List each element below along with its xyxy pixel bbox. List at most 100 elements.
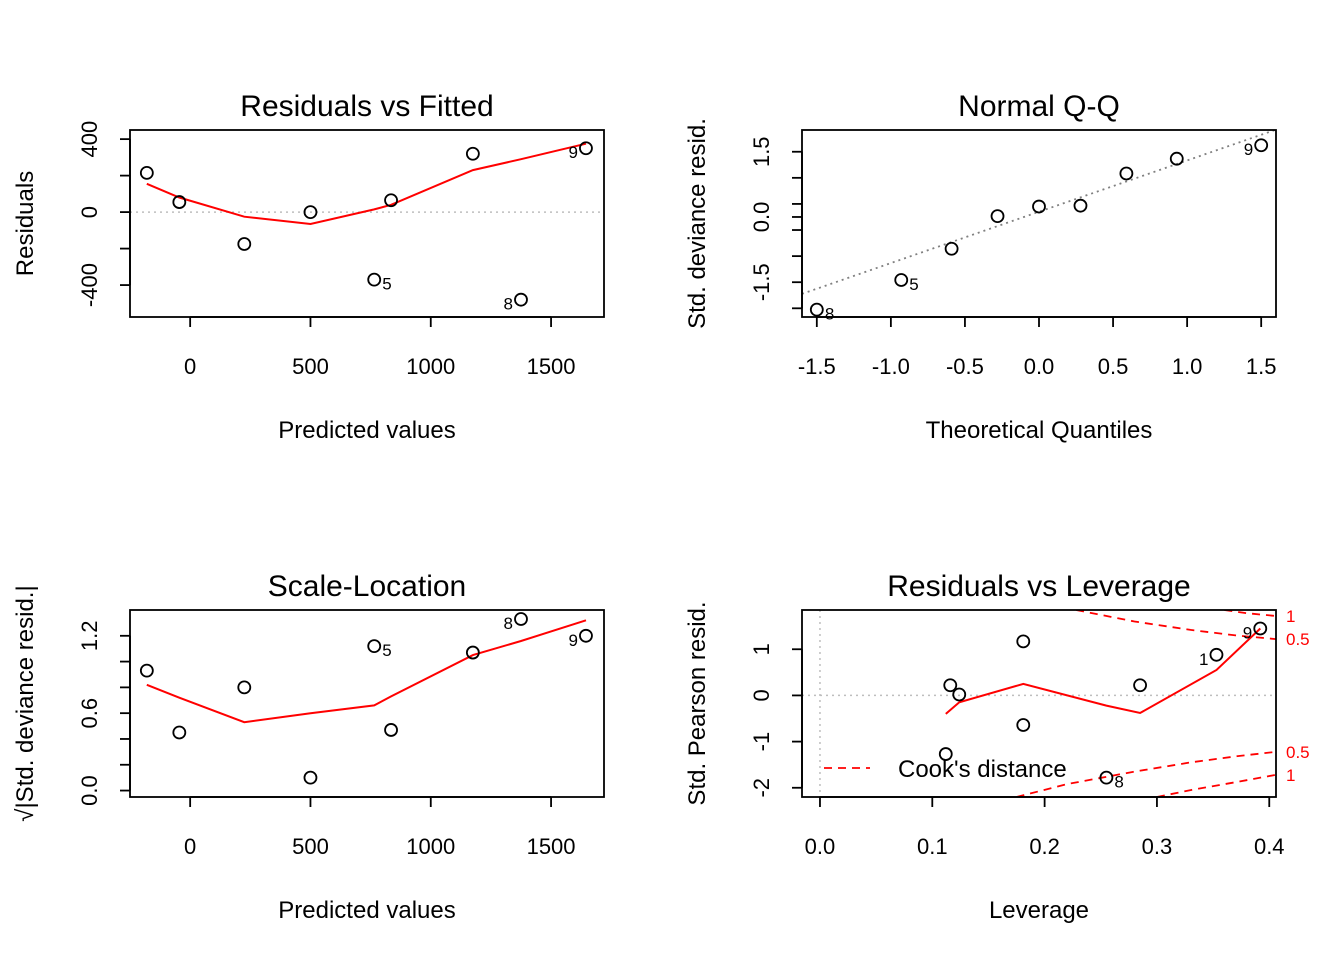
y-tick-label: 0.0 [749, 202, 774, 233]
y-tick-label: -1 [749, 732, 774, 752]
x-axis-label: Theoretical Quantiles [926, 417, 1153, 444]
data-point [1133, 678, 1147, 693]
data-point [237, 680, 252, 695]
y-tick-label: -400 [77, 263, 102, 307]
data-point [367, 639, 382, 654]
panel-title: Normal Q-Q [958, 90, 1120, 123]
data-point [809, 302, 824, 317]
data-point [139, 663, 154, 678]
y-tick-label: 0 [77, 206, 102, 218]
point-label: 9 [568, 143, 577, 162]
x-tick-label: 0 [184, 834, 196, 859]
plot-area [130, 142, 604, 226]
point-label: 8 [825, 305, 834, 324]
smooth-line [945, 627, 1261, 715]
cooks-contour-label: 0.5 [1286, 743, 1310, 762]
y-axis-label: √|Std. deviance resid.| [12, 585, 39, 821]
x-tick-label: -1.5 [798, 354, 836, 379]
data-point [514, 612, 528, 626]
data-point [938, 747, 953, 761]
y-tick-label: 1.2 [77, 620, 102, 651]
x-tick-label: 1500 [527, 834, 576, 859]
point-label: 9 [1243, 623, 1252, 642]
plot-frame [129, 129, 605, 318]
point-label: 5 [382, 275, 391, 294]
data-point [952, 687, 967, 702]
point-label: 9 [568, 631, 577, 650]
x-tick-label: 500 [292, 834, 329, 859]
panel-title: Scale-Location [268, 570, 466, 603]
x-tick-label: 0.0 [805, 834, 836, 859]
data-point [1254, 138, 1269, 153]
x-axis-label: Predicted values [278, 417, 455, 444]
data-point [1119, 166, 1134, 181]
data-point [1169, 151, 1184, 166]
data-point [384, 193, 398, 208]
x-tick-label: 1000 [406, 354, 455, 379]
cooks-contour-label: 1 [1286, 766, 1295, 785]
panel-4: 0.5 1 0.5 1 8 1 9 0.0 0.1 0.2 0.3 0.4 -2 -1 0 1 Residual… [684, 570, 1310, 924]
plot-area [802, 610, 1276, 797]
y-tick-label: 1.5 [749, 136, 774, 167]
data-point [303, 770, 318, 785]
point-label: 8 [504, 614, 513, 633]
data-point [303, 205, 318, 219]
data-point [943, 678, 958, 693]
y-tick-label: 1 [749, 643, 774, 655]
data-point [1032, 199, 1046, 214]
smooth-line [146, 142, 587, 226]
data-point [172, 725, 187, 740]
data-point [367, 272, 382, 287]
data-point [384, 723, 398, 737]
y-axis-label: Residuals [12, 171, 39, 276]
x-tick-label: 0.0 [1024, 354, 1055, 379]
panel-2: 8 5 9 -1.5 -1.0 -0.5 0.0 0.5 1.0 1.5 -1.5 0.0 1.5 Nor… [684, 90, 1277, 444]
data-point [139, 165, 154, 180]
data-point [944, 241, 959, 256]
data-point [579, 628, 593, 643]
panel-3: 5 8 9 0 500 1000 1500 0.0 0.6 1.2 Scale-Location Pr… [12, 570, 605, 924]
y-axis-label: Std. deviance resid. [684, 118, 711, 329]
cooks-contour-label: 1 [1286, 607, 1295, 626]
x-tick-label: 1.0 [1172, 354, 1203, 379]
data-point [465, 645, 480, 660]
point-label: 9 [1244, 140, 1253, 159]
x-tick-label: -1.0 [872, 354, 910, 379]
data-point [465, 146, 480, 161]
x-tick-label: 0.1 [917, 834, 948, 859]
cooks-distance-contour [1075, 610, 1276, 640]
cooks-distance-contour [1156, 773, 1276, 797]
x-axis-label: Leverage [989, 897, 1089, 924]
point-label: 8 [504, 295, 513, 314]
x-tick-label: 1000 [406, 834, 455, 859]
data-point [1016, 634, 1031, 649]
x-tick-label: -0.5 [946, 354, 984, 379]
data-point [990, 209, 1005, 224]
x-tick-label: 500 [292, 354, 329, 379]
plot-frame [801, 129, 1277, 318]
data-point [514, 292, 528, 307]
panel-title: Residuals vs Fitted [240, 90, 493, 123]
plot-area [146, 619, 587, 724]
data-point [1016, 718, 1031, 732]
y-tick-label: -2 [749, 778, 774, 798]
x-tick-label: 0.4 [1254, 834, 1285, 859]
point-label: 5 [382, 641, 391, 660]
y-tick-label: -1.5 [749, 263, 774, 301]
y-tick-label: 400 [77, 121, 102, 158]
data-point [1099, 770, 1114, 785]
point-label: 1 [1199, 650, 1208, 669]
data-point [1253, 621, 1268, 636]
panel-title: Residuals vs Leverage [887, 570, 1191, 603]
legend-label: Cook's distance [898, 756, 1067, 783]
point-label: 8 [1114, 773, 1123, 792]
x-tick-label: 0.5 [1098, 354, 1129, 379]
data-point [579, 141, 593, 156]
x-axis-label: Predicted values [278, 897, 455, 924]
data-point [1073, 198, 1088, 213]
data-point [237, 237, 252, 251]
y-axis-label: Std. Pearson resid. [684, 601, 711, 805]
y-tick-label: 0.6 [77, 698, 102, 729]
point-label: 5 [909, 275, 918, 294]
